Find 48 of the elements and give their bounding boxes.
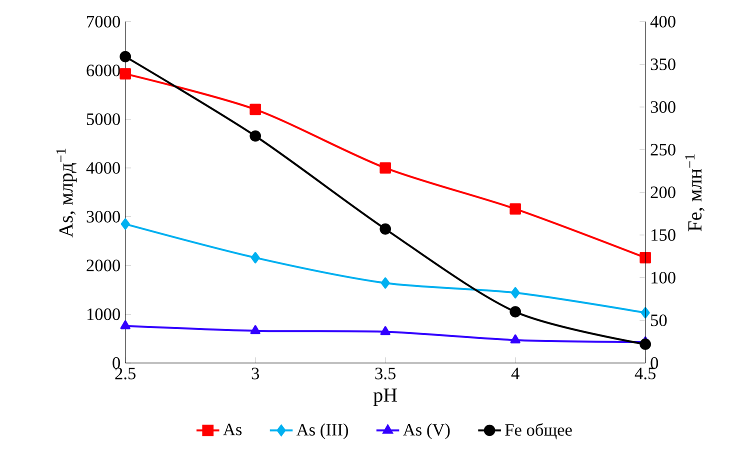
point	[640, 307, 650, 318]
point	[510, 203, 522, 215]
point	[250, 252, 260, 264]
legend-label: As (III)	[296, 423, 348, 440]
point	[640, 252, 652, 264]
x-tick-label: 4.5	[634, 368, 656, 380]
y-tick-label: 0	[112, 357, 120, 369]
point	[120, 320, 130, 330]
y-tick-label: 2000	[86, 260, 120, 272]
y2-tick-label: 400	[650, 16, 676, 28]
point	[510, 287, 520, 298]
point	[380, 277, 390, 289]
y-tick-label: 4000	[86, 162, 120, 174]
point	[250, 130, 262, 142]
y2-tick-label: 200	[650, 186, 676, 198]
y-axis-title: As, млрд$^{−1}$	[56, 148, 77, 238]
x-tick-label: 3.5	[375, 368, 396, 380]
y2-axis-title: Fe, млн$^{−1}$	[685, 154, 704, 232]
y2-tick-label: 0	[650, 357, 658, 369]
y-tick-label: 1000	[87, 308, 120, 320]
point	[380, 326, 390, 336]
y-tick-label: 5000	[86, 113, 120, 126]
point	[250, 325, 260, 334]
point	[640, 338, 652, 350]
legend-label: As	[223, 424, 242, 436]
y2-tick-label: 150	[652, 229, 676, 241]
y2-tick-label: 50	[651, 314, 667, 326]
y-tick-label: 3000	[86, 210, 120, 223]
y2-tick-label: 300	[650, 101, 676, 113]
legend-label: Fe общее	[505, 423, 572, 440]
point	[250, 104, 262, 116]
y2-tick-label: 100	[652, 272, 676, 284]
point	[510, 334, 520, 344]
point	[120, 218, 130, 230]
point	[380, 162, 392, 174]
x-axis-title: pH	[373, 388, 397, 406]
point	[380, 223, 392, 235]
x-tick-label: 2.5	[115, 368, 136, 380]
point	[510, 306, 522, 318]
x-tick-label: 3	[252, 368, 259, 380]
y-tick-label: 7000	[87, 16, 120, 28]
y2-tick-label: 250	[650, 144, 676, 156]
x-tick-label: 4	[511, 368, 520, 380]
y2-tick-label: 350	[650, 58, 676, 70]
legend-label: As (V)	[403, 423, 450, 440]
point	[120, 50, 132, 62]
point	[120, 68, 132, 80]
y-tick-label: 6000	[86, 64, 120, 76]
